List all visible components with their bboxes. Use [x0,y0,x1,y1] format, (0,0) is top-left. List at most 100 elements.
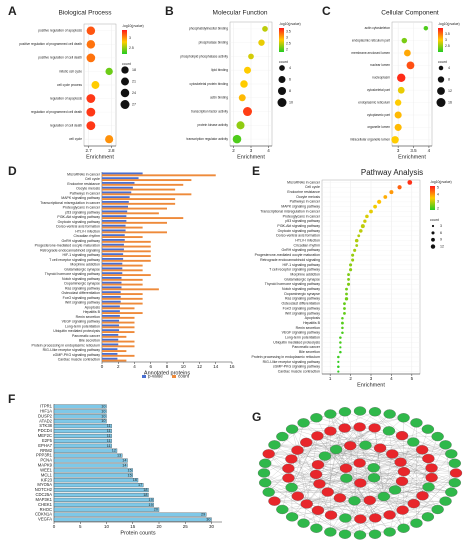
edge [389,467,432,516]
edge [265,482,283,510]
y-tick-label: nuclear lumen [370,63,390,67]
y-tick-label: HTLV-I infection [295,239,320,243]
dot [407,180,413,185]
dot [343,307,346,310]
chart-title: Cellular Component [381,10,439,17]
edge [327,449,337,493]
y-tick-label: endoplasmic reticulum [358,100,390,104]
node [300,437,313,448]
node [339,513,352,523]
bar [102,202,176,205]
dot [337,360,340,363]
bar [102,183,184,186]
y-tick-label: NOTCH2 [35,487,53,492]
legend-tick-label: 2 [286,47,288,51]
value-label: 12 [112,449,116,453]
node [359,440,372,450]
node [383,527,396,537]
value-label: 29 [201,513,205,517]
bar [102,188,176,191]
x-tick-label: 2.8 [108,148,115,153]
y-tick-label: MCL1 [41,472,53,477]
y-tick-label: cytoskeletal part [367,88,390,92]
edge [383,453,393,497]
value-label: 30 [206,518,210,522]
dot [377,199,382,204]
dot [262,26,268,32]
y-tick-label: Ubiquitin mediated proteolysis [273,340,320,344]
node [382,426,396,436]
bar [102,272,123,275]
y-tick-label: Bile secretion [79,339,100,343]
node [318,451,332,461]
legend-dot [121,77,129,86]
dot [383,195,388,199]
value-label: 10 [101,404,105,408]
node [324,409,337,419]
edge [319,482,455,484]
bar [102,234,125,237]
bar [53,502,154,507]
node [431,431,444,442]
network [257,406,463,540]
bar [53,438,112,443]
y-tick-label: phosphatidylinositol binding [189,27,228,31]
bar [102,295,121,298]
edge [369,481,403,501]
bar [102,200,129,203]
bar [102,248,124,251]
dot [337,355,340,359]
y-tick-label: cGMP-PKG signaling pathway [53,353,100,357]
y-tick-label: Glutamatergic synapse [64,267,100,271]
dot [337,365,340,368]
x-tick-label: 16 [229,364,235,369]
dot [341,326,344,330]
legend-dot [278,76,286,83]
y-tick-label: Thyroid hormone signaling pathway [45,272,101,276]
edge [330,413,347,469]
legend-label: 24 [132,91,136,95]
bar [102,181,135,184]
dot [344,297,349,301]
node [353,422,366,432]
legend-dot [437,76,445,83]
x-tick-label: 8 [166,364,169,369]
y-tick-label: Dorso-ventral axis formation [56,225,100,229]
bar [53,463,128,468]
bar [102,269,143,272]
y-tick-label: GnRH signaling pathway [281,248,320,252]
dot [248,53,254,60]
bar [53,404,107,409]
bar [102,283,143,286]
node [324,510,338,520]
y-tick-label: E2F5 [42,438,53,443]
y-tick-label: phosphatase binding [199,41,229,45]
edge [268,430,389,454]
node [383,510,396,520]
bar [53,483,144,488]
edge [317,435,432,478]
x-tick-label: 1 [329,376,332,381]
y-tick-label: Hepatitis B [303,321,321,325]
y-tick-label: Retrograde endocannabinoid signaling [260,258,320,262]
y-tick-label: Bile secretion [299,350,320,354]
node [300,499,313,509]
node [313,479,326,489]
node [422,453,435,464]
y-tick-label: cytoplasmic part [367,113,390,117]
bar [102,297,143,300]
bar [102,350,127,353]
bar [102,359,127,362]
dot [365,214,369,219]
edge [306,445,351,505]
bar [102,186,133,189]
node [407,498,420,509]
dot [337,370,340,373]
bar [102,274,151,277]
chart-title: Molecular Function [213,10,268,17]
y-tick-label: GnRH signaling pathway [61,239,100,243]
y-tick-label: Renin secretion [296,326,320,330]
edge [288,450,298,479]
legend-title: count [430,218,439,222]
